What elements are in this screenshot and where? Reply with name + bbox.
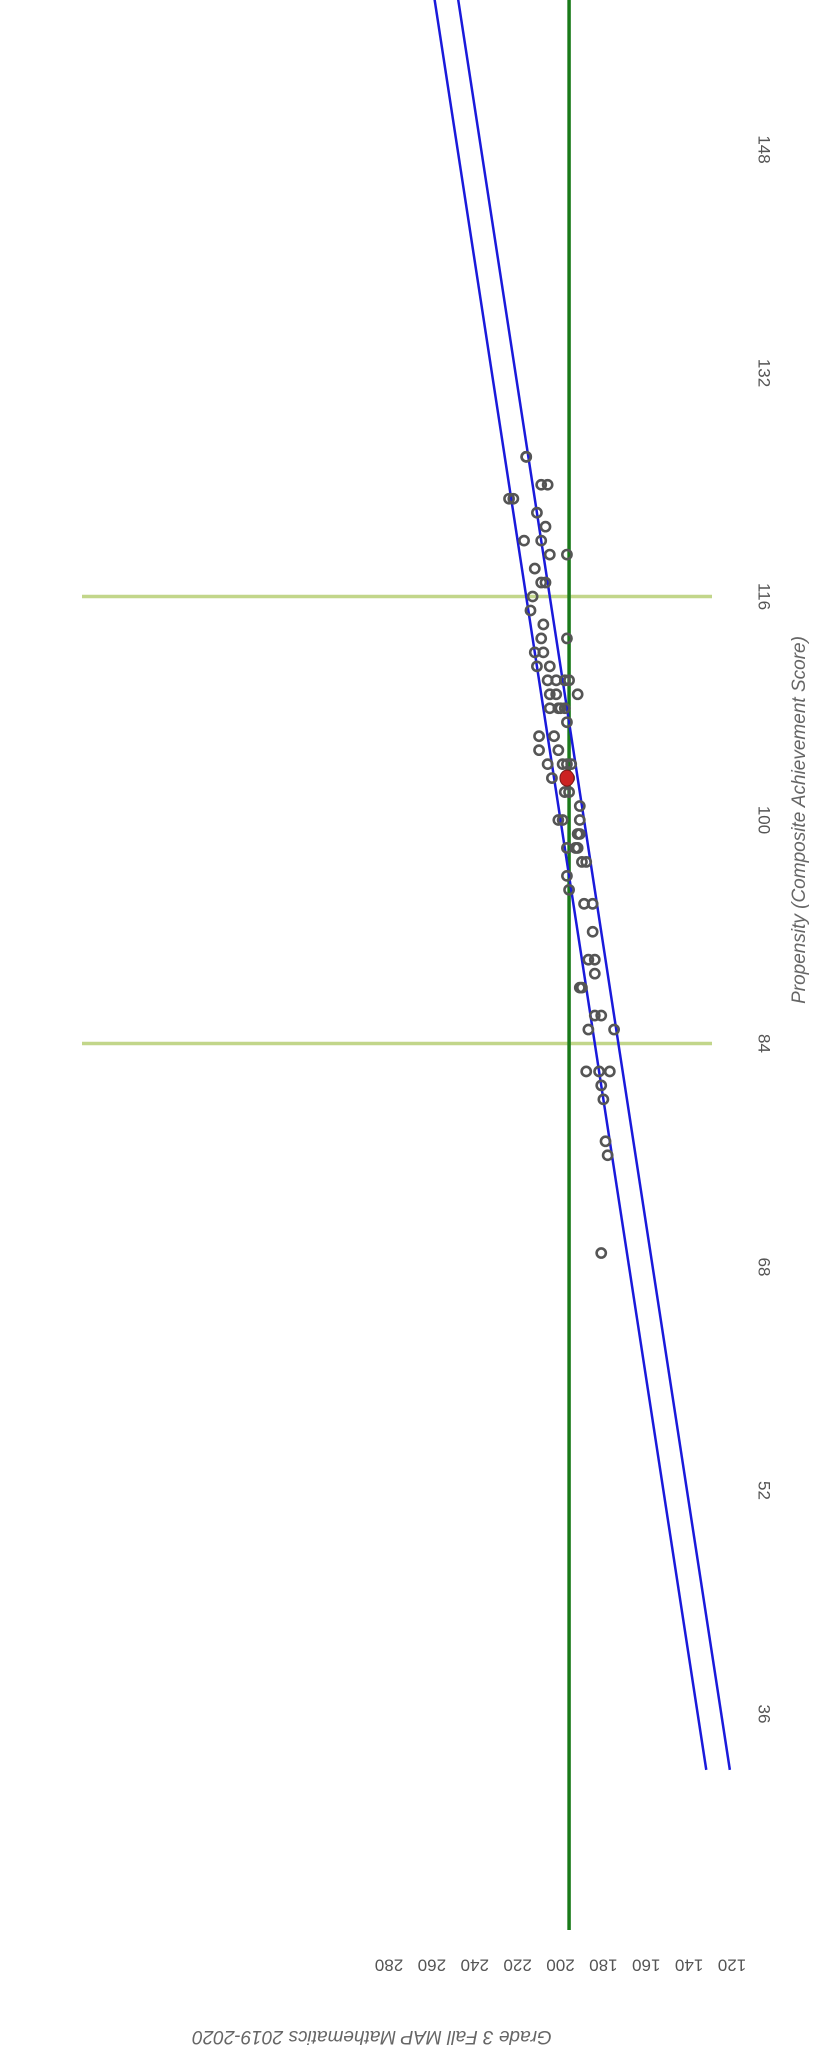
data-point-16 (582, 953, 595, 966)
data-point-63 (535, 632, 548, 645)
data-point-50 (552, 702, 565, 715)
data-point-43 (533, 744, 545, 757)
x-tick-label-5: 116 (755, 583, 774, 610)
data-points (503, 450, 620, 1259)
data-point-79 (535, 478, 548, 491)
data-point-62 (528, 646, 541, 659)
data-point-41 (556, 758, 569, 771)
data-point-60 (543, 660, 556, 673)
data-point-20 (563, 883, 575, 896)
y-axis-ticks: 120 140 160 180 200 220 240 260 280 (375, 1956, 746, 1975)
data-point-74 (518, 534, 530, 547)
data-point-22 (580, 856, 593, 868)
data-point-75 (539, 520, 552, 533)
data-point-34 (558, 786, 571, 798)
data-point-70 (528, 562, 541, 575)
data-point-64 (561, 632, 573, 645)
data-point-31 (552, 814, 565, 826)
data-point-8 (608, 1023, 620, 1036)
data-point-40 (561, 758, 573, 771)
data-point-6 (603, 1065, 616, 1078)
data-point-33 (563, 786, 575, 798)
data-point-29 (573, 814, 586, 826)
data-point-52 (550, 688, 563, 701)
data-point-80 (541, 478, 554, 491)
data-point-36 (546, 772, 558, 784)
data-point-76 (531, 506, 543, 519)
y-tick-label-2: 160 (632, 1956, 660, 1975)
data-point-21 (561, 869, 573, 882)
y-tick-label-4: 200 (546, 1956, 574, 1975)
data-point-78 (503, 492, 515, 505)
data-point-19 (578, 897, 590, 910)
data-point-45 (548, 730, 560, 743)
data-point-32 (573, 800, 586, 812)
reference-lines (82, 0, 712, 1930)
data-point-5 (593, 1065, 605, 1078)
data-point-59 (531, 660, 543, 673)
x-tick-label-1: 52 (755, 1481, 774, 1500)
data-point-53 (571, 688, 584, 701)
data-point-1 (601, 1149, 614, 1162)
data-point-9 (582, 1023, 595, 1036)
data-point-57 (558, 674, 571, 687)
y-tick-label-8: 280 (375, 1956, 403, 1975)
y-tick-label-3: 180 (589, 1956, 617, 1975)
data-point-3 (597, 1093, 610, 1106)
data-point-11 (595, 1009, 608, 1022)
data-point-7 (580, 1065, 593, 1078)
x-tick-label-4: 100 (755, 806, 774, 834)
x-tick-label-0: 36 (755, 1705, 774, 1724)
data-point-66 (524, 604, 537, 617)
data-point-17 (586, 925, 599, 938)
x-tick-label-2: 68 (755, 1258, 774, 1277)
highlight-point-group (559, 769, 575, 787)
highlight-point-0 (559, 769, 575, 787)
data-point-73 (535, 534, 548, 547)
band-lower-line (456, 0, 732, 1771)
data-point-26 (561, 842, 573, 854)
data-point-46 (533, 730, 545, 743)
data-point-82 (520, 450, 533, 463)
data-point-58 (563, 674, 575, 687)
y-axis-title: Grade 3 Fall MAP Mathematics 2019-2020 (192, 2026, 552, 2047)
x-axis-ticks: 36526884100116132148164 (755, 135, 774, 1724)
x-axis-title: Propensity (Composite Achievement Score) (789, 636, 810, 1004)
data-point-4 (595, 1079, 608, 1092)
data-point-15 (588, 953, 601, 966)
data-point-2 (599, 1135, 612, 1148)
data-point-69 (535, 576, 548, 589)
x-tick-label-7: 148 (755, 135, 774, 163)
y-tick-label-7: 260 (418, 1956, 446, 1975)
data-point-54 (543, 688, 556, 701)
band-upper-line (433, 0, 708, 1771)
data-point-47 (561, 716, 573, 729)
data-point-72 (561, 548, 573, 561)
data-point-13 (573, 981, 586, 994)
data-point-68 (539, 576, 552, 589)
data-point-77 (507, 492, 520, 505)
data-point-44 (552, 744, 565, 757)
data-point-14 (588, 967, 601, 980)
y-tick-label-5: 220 (503, 1956, 531, 1975)
data-point-10 (588, 1009, 601, 1022)
data-point-23 (576, 856, 588, 868)
data-point-28 (571, 828, 584, 840)
data-point-42 (541, 758, 554, 771)
data-point-67 (526, 590, 539, 603)
data-point-30 (556, 814, 569, 826)
data-point-71 (543, 548, 556, 561)
data-point-56 (541, 674, 554, 687)
y-tick-label-6: 240 (461, 1956, 489, 1975)
y-tick-label-1: 140 (675, 1956, 703, 1975)
data-point-65 (537, 618, 550, 631)
regression-bands (433, 0, 732, 1771)
data-point-51 (558, 702, 571, 715)
x-tick-label-3: 84 (755, 1034, 774, 1053)
x-tick-label-6: 132 (755, 359, 774, 387)
data-point-0 (595, 1247, 608, 1259)
y-tick-label-0: 120 (718, 1956, 746, 1975)
